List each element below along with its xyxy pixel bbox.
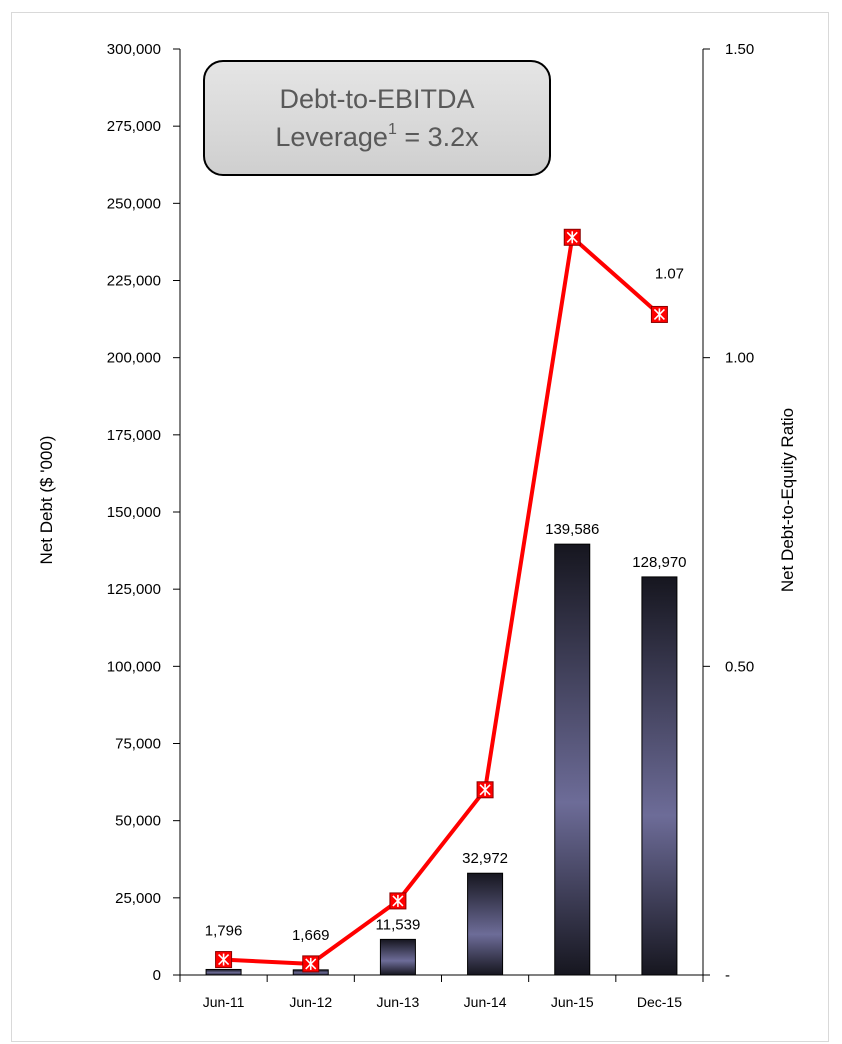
bar-value-label: 128,970: [632, 554, 686, 571]
bar: [554, 543, 591, 976]
callout-leverage-text: Leverage: [275, 122, 388, 152]
y-tick-label: 75,000: [115, 736, 161, 753]
y-tick-label: 200,000: [107, 350, 161, 367]
y2-tick-label: 0.50: [725, 658, 754, 675]
ratio-marker: [215, 951, 233, 969]
ratio-marker: [650, 305, 668, 323]
ratio-line-series: [215, 228, 668, 973]
y2-axis-title: Net Debt-to-Equity Ratio: [778, 408, 797, 592]
x-tick-label: Jun-14: [464, 994, 507, 1010]
ratio-marker: [476, 781, 494, 799]
y-axis-title: Net Debt ($ '000): [37, 436, 56, 565]
x-tick-label: Jun-15: [551, 994, 594, 1010]
ratio-marker: [563, 228, 581, 246]
ratio-line: [223, 235, 661, 966]
bar-value-label: 32,972: [462, 850, 508, 867]
ratio-marker: [302, 955, 320, 973]
bar-value-label: 1,796: [205, 923, 243, 940]
x-tick-label: Jun-13: [377, 994, 420, 1010]
y-tick-label: 25,000: [115, 890, 161, 907]
bar-value-label: 1,669: [292, 927, 330, 944]
x-tick-label: Jun-12: [289, 994, 332, 1010]
callout-line-1: Debt-to-EBITDA: [279, 84, 475, 114]
bar-value-label: 11,539: [376, 916, 421, 933]
y-tick-label: 150,000: [107, 504, 161, 521]
axes: 0 25,000 50,000 75,000 100,000 125,000 150,000…: [107, 41, 754, 1010]
ratio-value-label: 1.07: [655, 265, 684, 282]
callout-line-2: Leverage1 = 3.2x: [205, 118, 549, 156]
x-tick-label: Jun-11: [203, 994, 245, 1010]
y-tick-label: 250,000: [107, 195, 161, 212]
y2-tick-label: 1.00: [725, 350, 754, 367]
callout-value: = 3.2x: [396, 122, 479, 152]
x-tick-label: Dec-15: [637, 994, 682, 1010]
bar: [467, 872, 504, 976]
bar: [205, 968, 242, 976]
y-tick-label: 0: [153, 967, 161, 984]
y-tick-label: 225,000: [107, 273, 161, 290]
callout-footnote-marker: 1: [387, 121, 397, 138]
bar-value-label: 139,586: [545, 521, 599, 538]
y-tick-label: 125,000: [107, 581, 161, 598]
y-tick-label: 100,000: [107, 658, 161, 675]
ratio-marker: [389, 892, 407, 910]
y-tick-label: 275,000: [107, 118, 161, 135]
bar: [379, 938, 416, 976]
y-tick-label: 175,000: [107, 427, 161, 444]
y2-tick-label: -: [725, 967, 730, 984]
bar-series: [205, 543, 678, 976]
y-tick-label: 50,000: [115, 813, 161, 830]
bar: [641, 576, 678, 976]
data-labels: 1,796 1,669 11,539 32,972 139,586 128,970 1.07: [205, 265, 687, 943]
y-tick-label: 300,000: [107, 41, 161, 58]
leverage-callout: Debt-to-EBITDA Leverage1 = 3.2x: [203, 60, 551, 176]
y2-tick-label: 1.50: [725, 41, 754, 58]
